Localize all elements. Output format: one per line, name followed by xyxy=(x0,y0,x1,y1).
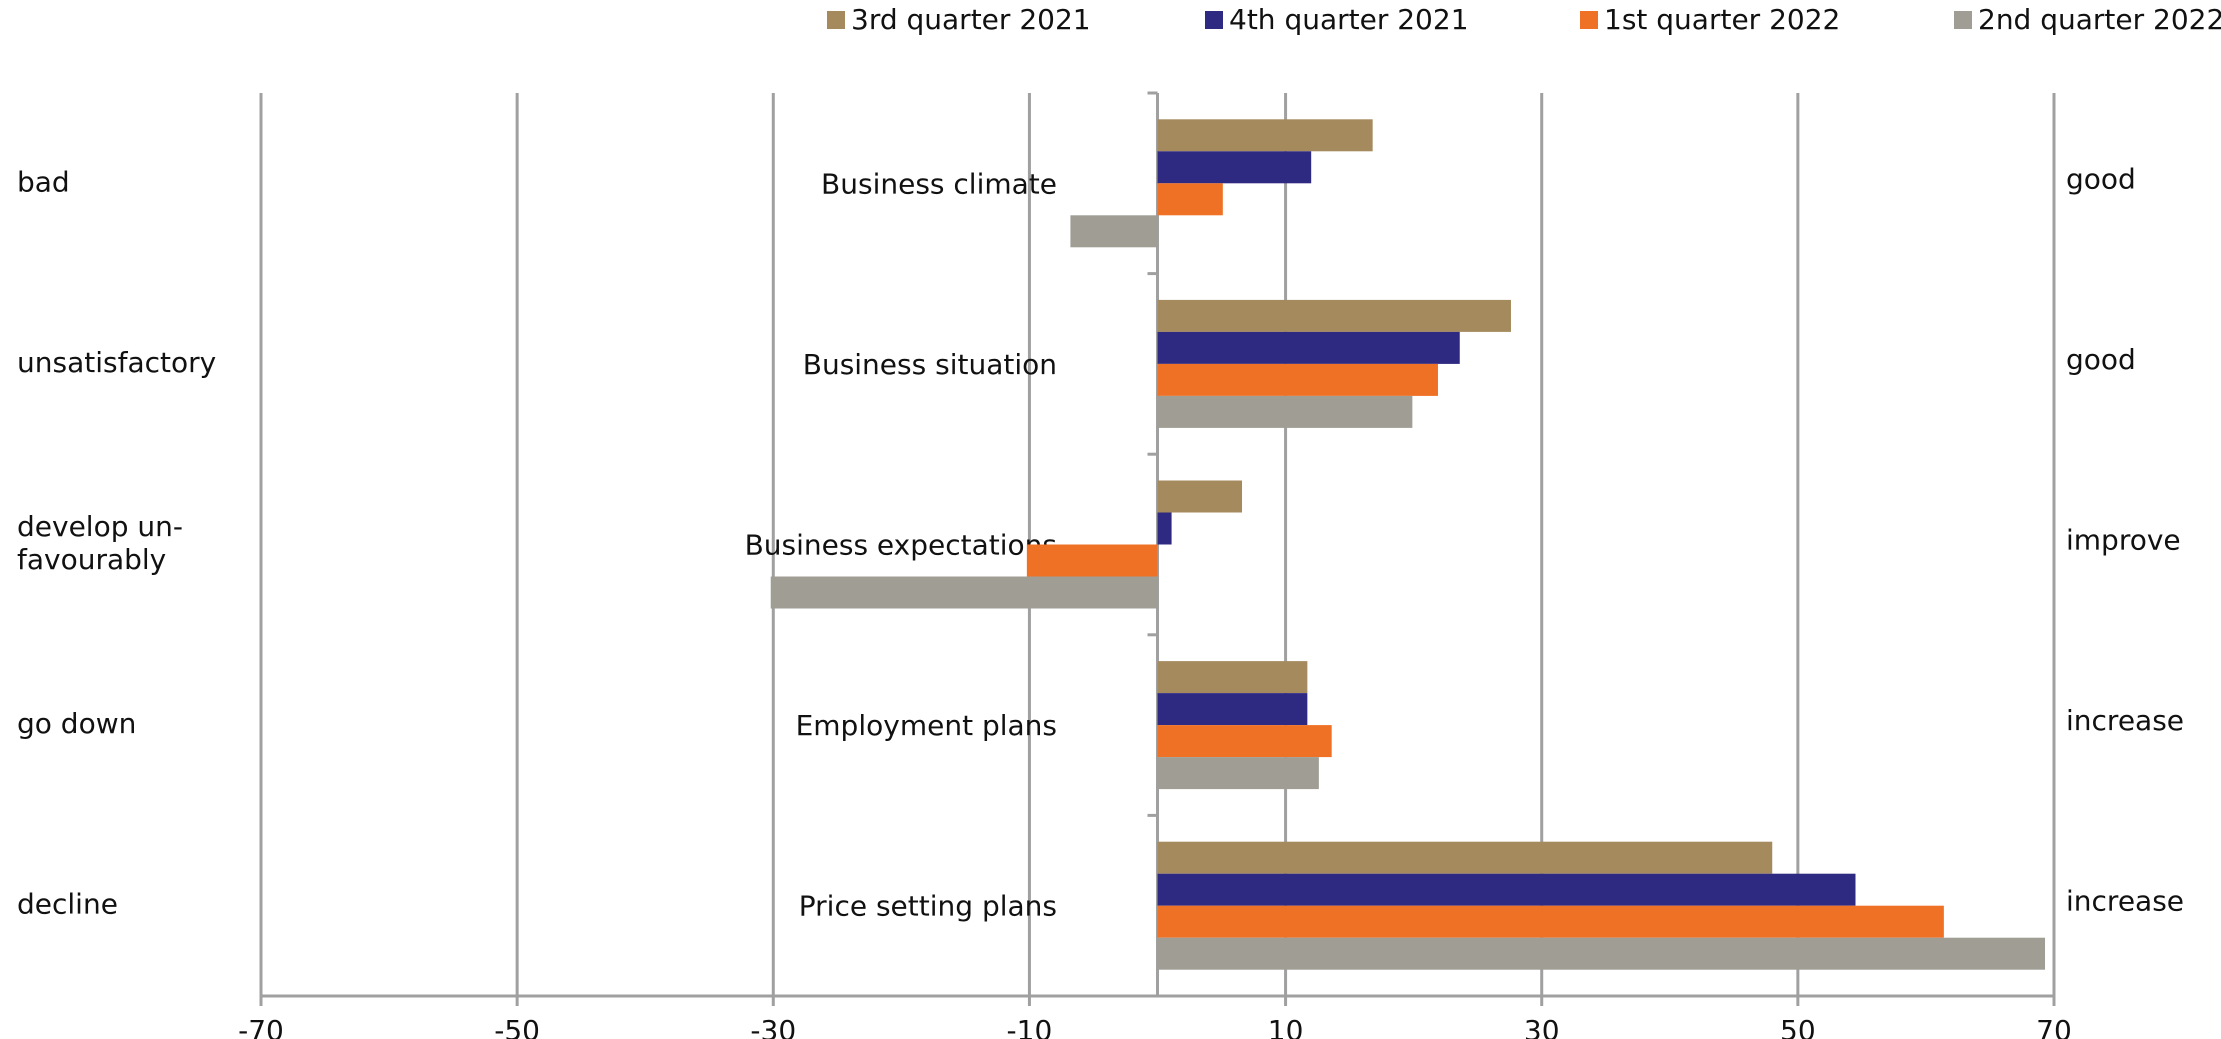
left-label: decline xyxy=(17,888,118,921)
left-label: unsatisfactory xyxy=(17,346,216,379)
bar xyxy=(1157,873,1856,906)
right-label: good xyxy=(2066,343,2136,376)
bar xyxy=(1157,841,1773,874)
legend-swatch xyxy=(1205,11,1223,29)
bar xyxy=(1157,331,1460,364)
legend-swatch xyxy=(827,11,845,29)
left-label: develop un- xyxy=(17,510,183,543)
bar xyxy=(1157,757,1319,790)
x-tick-label: 30 xyxy=(1524,1014,1560,1039)
bar xyxy=(1157,905,1944,938)
legend-label: 4th quarter 2021 xyxy=(1229,3,1469,36)
bar xyxy=(1157,512,1172,545)
category-label: Business expectations xyxy=(745,529,1057,562)
right-label: good xyxy=(2066,162,2136,195)
bar xyxy=(1157,119,1373,152)
bar xyxy=(1157,151,1312,184)
right-label: improve xyxy=(2066,524,2181,557)
category-label: Price setting plans xyxy=(799,890,1057,923)
bar xyxy=(1157,363,1438,396)
x-tick-label: -30 xyxy=(750,1014,796,1039)
right-label: increase xyxy=(2066,885,2184,918)
x-tick-label: 70 xyxy=(2036,1014,2072,1039)
left-label: favourably xyxy=(17,543,166,576)
left-label: bad xyxy=(17,165,70,198)
category-label: Business climate xyxy=(821,167,1057,200)
x-tick-label: 10 xyxy=(1268,1014,1304,1039)
x-tick-label: -10 xyxy=(1007,1014,1053,1039)
legend-label: 1st quarter 2022 xyxy=(1604,3,1840,36)
legend-swatch xyxy=(1954,11,1972,29)
right-label: increase xyxy=(2066,704,2184,737)
left-label: go down xyxy=(17,707,136,740)
legend-swatch xyxy=(1580,11,1598,29)
bar xyxy=(1157,299,1511,332)
bar xyxy=(1157,725,1332,758)
x-tick-label: -70 xyxy=(238,1014,284,1039)
bar xyxy=(1157,480,1243,513)
x-tick-label: -50 xyxy=(494,1014,540,1039)
bar xyxy=(1026,544,1158,577)
bar xyxy=(1157,183,1223,216)
legend-label: 2nd quarter 2022 xyxy=(1978,3,2221,36)
bar xyxy=(770,576,1158,609)
bar xyxy=(1157,693,1308,726)
category-label: Employment plans xyxy=(796,709,1057,742)
category-label: Business situation xyxy=(803,348,1057,381)
bar xyxy=(1070,215,1158,248)
bar xyxy=(1157,937,2046,970)
legend-label: 3rd quarter 2021 xyxy=(851,3,1091,36)
x-tick-label: 50 xyxy=(1780,1014,1816,1039)
bar xyxy=(1157,395,1413,428)
bar xyxy=(1157,661,1308,694)
